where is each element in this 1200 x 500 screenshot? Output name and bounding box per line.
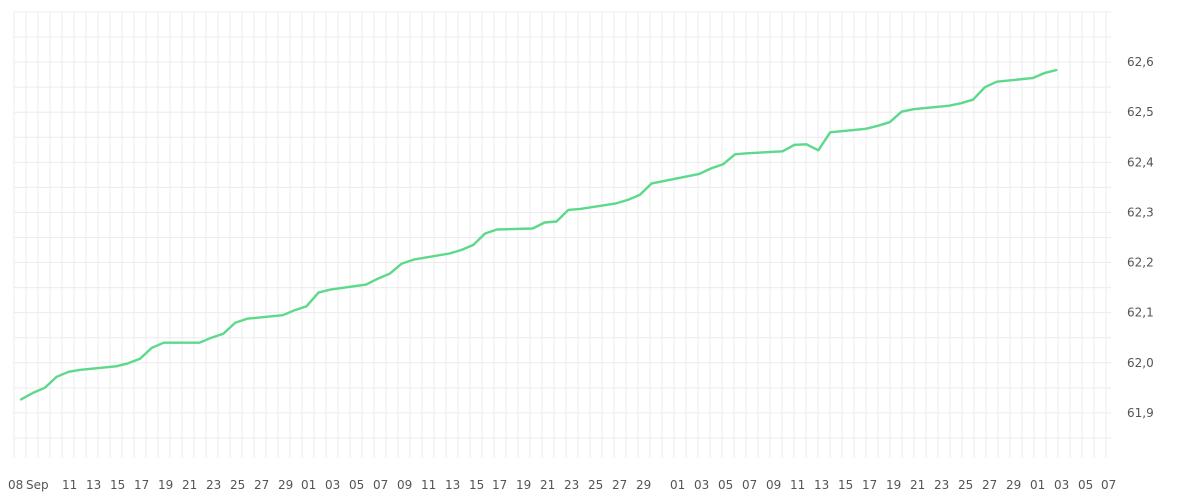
- x-tick-label: 03: [325, 478, 340, 492]
- x-tick-label: 23: [934, 478, 949, 492]
- x-axis-ticks: 08 Sep 11 13 15 17 19 21 23 25 27 29 01 03 05 07 09 11 13 1…: [8, 478, 1116, 492]
- x-tick-label: 25: [588, 478, 603, 492]
- y-tick-label: 62,3: [1127, 205, 1154, 219]
- vertical-grid: [13, 12, 1107, 458]
- y-tick-label: 62,6: [1127, 55, 1154, 69]
- x-tick-label: 29: [636, 478, 651, 492]
- x-tick-label: 19: [886, 478, 901, 492]
- x-tick-label: 05: [1078, 478, 1093, 492]
- x-tick-label: 11: [421, 478, 436, 492]
- x-tick-label: 05: [349, 478, 364, 492]
- x-tick-label: 11: [62, 478, 77, 492]
- x-tick-label: 15: [469, 478, 484, 492]
- x-tick-label: 25: [958, 478, 973, 492]
- x-tick-label: 01: [301, 478, 316, 492]
- y-tick-label: 62,4: [1127, 155, 1154, 169]
- x-tick-label: 23: [564, 478, 579, 492]
- x-tick-label: 03: [1054, 478, 1069, 492]
- x-tick-label: 19: [158, 478, 173, 492]
- x-tick-label: 21: [540, 478, 555, 492]
- x-tick-label: 13: [814, 478, 829, 492]
- x-tick-label: 29: [1006, 478, 1021, 492]
- x-tick-label: 07: [373, 478, 388, 492]
- x-tick-label: 21: [910, 478, 925, 492]
- x-tick-label: 08: [8, 478, 23, 492]
- y-axis-ticks: 61,9 62,0 62,1 62,2 62,3 62,4 62,5 62,6: [1127, 55, 1154, 420]
- x-tick-label: 27: [982, 478, 997, 492]
- x-tick-label: 09: [397, 478, 412, 492]
- series-line: [19, 68, 1058, 401]
- x-tick-label: 21: [182, 478, 197, 492]
- y-tick-label: 62,1: [1127, 306, 1154, 320]
- x-tick-label: 27: [612, 478, 627, 492]
- x-tick-label: 07: [1101, 478, 1116, 492]
- x-tick-label: 03: [694, 478, 709, 492]
- x-tick-label: 05: [718, 478, 733, 492]
- y-tick-label: 62,0: [1127, 356, 1154, 370]
- x-tick-label: 01: [1030, 478, 1045, 492]
- x-tick-label: 15: [110, 478, 125, 492]
- x-tick-label: 29: [278, 478, 293, 492]
- x-tick-label: 17: [492, 478, 507, 492]
- y-tick-label: 62,5: [1127, 105, 1154, 119]
- x-tick-label: 23: [206, 478, 221, 492]
- horizontal-grid: [14, 11, 1111, 439]
- x-tick-label: 17: [134, 478, 149, 492]
- x-tick-label: 27: [254, 478, 269, 492]
- x-tick-label: 07: [742, 478, 757, 492]
- x-tick-label: 15: [838, 478, 853, 492]
- x-tick-label: 09: [766, 478, 781, 492]
- x-tick-label: 19: [516, 478, 531, 492]
- x-tick-label: 13: [86, 478, 101, 492]
- x-tick-label: 13: [445, 478, 460, 492]
- x-tick-label: 25: [230, 478, 245, 492]
- x-tick-label: 11: [790, 478, 805, 492]
- y-tick-label: 61,9: [1127, 406, 1154, 420]
- x-tick-label: 01: [670, 478, 685, 492]
- x-tick-label: Sep: [26, 478, 49, 492]
- y-tick-label: 62,2: [1127, 256, 1154, 270]
- x-tick-label: 17: [862, 478, 877, 492]
